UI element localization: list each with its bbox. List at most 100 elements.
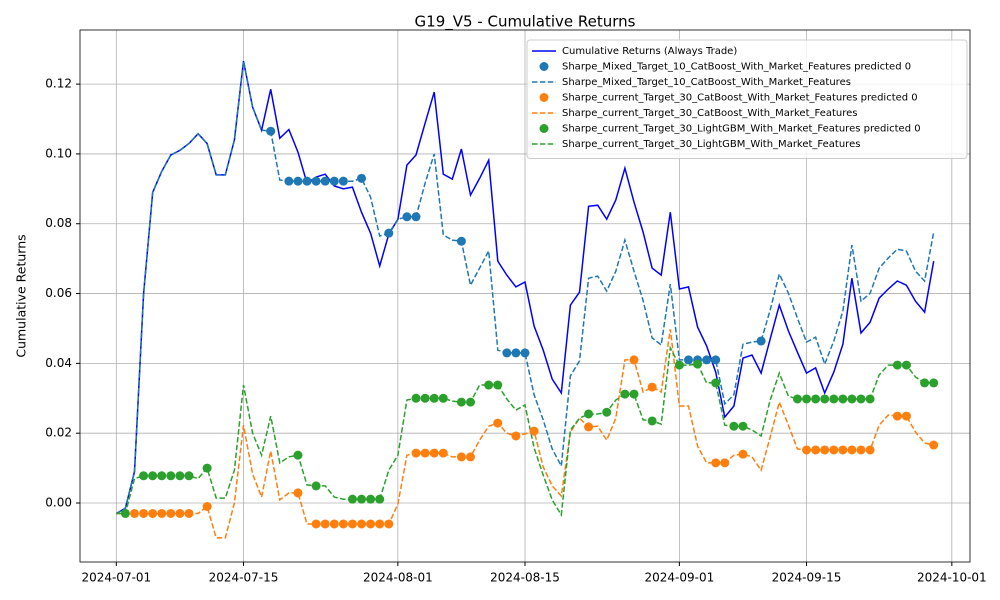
marker (157, 471, 167, 481)
x-tick-label: 2024-07-01 (81, 571, 151, 585)
marker (139, 508, 149, 518)
marker (838, 445, 848, 455)
marker (865, 394, 875, 404)
marker (302, 176, 312, 186)
marker (629, 389, 639, 399)
marker (892, 360, 902, 370)
legend-label: Sharpe_current_Target_30_LightGBM_With_M… (562, 139, 860, 150)
marker (602, 407, 612, 417)
marker (811, 394, 821, 404)
marker (357, 173, 367, 183)
marker (511, 431, 521, 441)
legend-marker (539, 62, 549, 71)
marker (266, 126, 276, 136)
marker (320, 176, 330, 186)
marker (311, 176, 321, 186)
marker (493, 380, 503, 390)
marker (520, 348, 530, 358)
series-line (116, 329, 934, 539)
marker (438, 393, 448, 403)
marker (375, 519, 385, 529)
marker (338, 519, 348, 529)
marker (838, 394, 848, 404)
marker (711, 355, 721, 365)
x-tick-label: 2024-09-01 (645, 571, 715, 585)
marker (647, 382, 657, 392)
y-axis-label: Cumulative Returns (14, 234, 29, 357)
legend-box (526, 39, 968, 159)
marker (901, 360, 911, 370)
marker (629, 355, 639, 365)
marker (466, 397, 476, 407)
x-tick-label: 2024-08-01 (363, 571, 433, 585)
y-tick-label: 0.12 (45, 77, 72, 91)
marker (338, 176, 348, 186)
marker (738, 421, 748, 431)
marker (311, 481, 321, 491)
marker (420, 393, 430, 403)
legend-label: Cumulative Returns (Always Trade) (562, 46, 737, 57)
marker (175, 508, 185, 518)
y-tick-label: 0.04 (45, 356, 72, 370)
marker (411, 448, 421, 458)
marker (811, 445, 821, 455)
marker (856, 445, 866, 455)
marker (284, 176, 294, 186)
marker (202, 501, 212, 511)
marker (311, 519, 321, 529)
y-tick-label: 0.10 (45, 146, 72, 160)
y-tick-label: 0.02 (45, 426, 72, 440)
marker (584, 422, 594, 432)
marker (293, 176, 303, 186)
marker (865, 445, 875, 455)
marker (584, 409, 594, 419)
y-tick-label: 0.00 (45, 496, 72, 510)
marker (456, 452, 466, 462)
legend-label: Sharpe_current_Target_30_CatBoost_With_M… (562, 93, 918, 104)
marker (384, 228, 394, 238)
marker (929, 378, 939, 388)
x-tick-label: 2024-10-01 (917, 571, 987, 585)
marker (792, 394, 802, 404)
marker (493, 418, 503, 428)
marker (892, 411, 902, 421)
legend-label: Sharpe_Mixed_Target_10_CatBoost_With_Mar… (562, 62, 911, 73)
marker (420, 448, 430, 458)
marker (293, 488, 303, 498)
marker (411, 393, 421, 403)
marker (166, 508, 176, 518)
marker (366, 494, 376, 504)
marker (357, 519, 367, 529)
marker (529, 426, 539, 436)
marker (329, 176, 339, 186)
marker (347, 519, 357, 529)
marker (802, 394, 812, 404)
marker (129, 508, 139, 518)
marker (829, 445, 839, 455)
marker (674, 360, 684, 370)
marker (438, 448, 448, 458)
marker (166, 471, 176, 481)
y-tick-label: 0.08 (45, 216, 72, 230)
legend-label: Sharpe_current_Target_30_CatBoost_With_M… (562, 108, 858, 119)
marker (702, 355, 712, 365)
marker (466, 452, 476, 462)
marker (148, 508, 158, 518)
marker (384, 519, 394, 529)
marker (184, 508, 194, 518)
marker (175, 471, 185, 481)
marker (647, 416, 657, 426)
x-tick-label: 2024-09-15 (772, 571, 842, 585)
marker (329, 519, 339, 529)
marker (120, 508, 130, 518)
marker (620, 389, 630, 399)
marker (456, 397, 466, 407)
marker (729, 421, 739, 431)
series-line (116, 345, 934, 518)
y-tick-label: 0.06 (45, 286, 72, 300)
marker (856, 394, 866, 404)
marker (847, 394, 857, 404)
plot-frame (79, 29, 971, 563)
chart-title: G19_V5 - Cumulative Returns (415, 13, 636, 32)
